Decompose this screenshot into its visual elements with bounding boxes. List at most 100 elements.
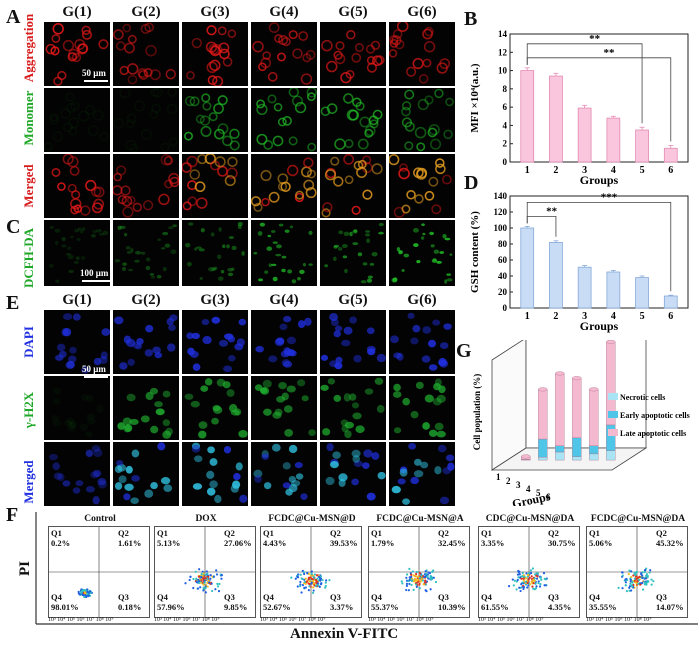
flow-q3-6: Q3 14.07% [656,592,684,612]
legend-label: Early apoptotic cells [620,411,690,420]
significance-bracket [526,202,672,292]
flow-q3-4: Q3 10.39% [438,592,466,612]
group-header-4: G(4) [269,292,299,308]
micro-tile-merged-e-g3 [182,442,248,506]
y-tick-label: 8 [503,84,508,94]
legend-label: Necrotic cells [620,393,665,402]
flow-q4-5: Q4 61.55% [481,592,509,612]
stack-5-1 [589,445,599,455]
stack-6-0 [606,450,616,461]
flow-title-4: FCDC@Cu-MSN@A [376,514,464,524]
micro-tile-dcfh-g2 [113,220,179,286]
flow-axis-ticks-2: 10³ 10⁴ 10⁵ 10⁶ 10⁷ 10⁸ 10⁹ [154,617,220,623]
row-label-monomer: Monomer [21,90,36,146]
x-tick-label: 4 [611,165,616,176]
micro-tile-h2x-g6 [389,376,455,440]
micro-tile-aggregation-g3 [182,22,248,86]
stack-2-2 [538,389,548,440]
scale-bar-c-line [82,280,110,282]
flow-q3-5: Q3 4.35% [548,592,572,612]
x-tick-label: 5 [536,488,541,498]
y-tick-label: 14 [498,29,508,39]
panel-letter-d: D [464,172,479,194]
scale-bar-a-line [84,80,108,82]
significance-bracket [526,43,643,124]
x-tick-label: 2 [553,311,558,322]
bar-3 [577,107,592,163]
bar-4 [606,271,621,309]
x-axis-label: Groups [580,319,619,333]
row-label-h2x: γ-H2X [21,391,36,429]
flow-axis-ticks-3: 10³ 10⁴ 10⁵ 10⁶ 10⁷ 10⁸ 10⁹ [260,617,326,623]
flow-title-5: CDC@Cu-MSN@DA [485,514,575,524]
flow-q1-6: Q1 5.06% [589,528,613,548]
micro-tile-dapi-g5 [320,310,386,374]
plot-frame [509,33,689,163]
x-tick-label: 1 [525,165,530,176]
group-header-1: G(1) [62,4,92,20]
stack-4-2 [572,377,582,438]
panel-letter-c: C [6,216,21,238]
flow-q4-2: Q4 57.96% [157,592,185,612]
bar-cap-4 [572,376,582,381]
significance-label: ** [604,47,616,59]
bar-2 [549,242,563,309]
x-tick-label: 3 [582,311,587,322]
stack-5-0 [589,453,599,461]
micro-tile-merged-e-g5 [320,442,386,506]
group-header-4: G(4) [269,4,299,20]
panel-letter-a: A [6,6,21,28]
flow-q2-1: Q2 1.61% [118,528,142,548]
micro-tile-h2x-g4 [251,376,317,440]
significance-label: ** [589,33,601,45]
micro-tile-merged-a-g5 [320,154,386,218]
flow-q4-4: Q4 55.37% [371,592,399,612]
flow-q2-4: Q2 32.45% [438,528,466,548]
micro-tile-aggregation-g1 [44,22,110,86]
flow-xlabel: Annexin V-FITC [290,626,399,642]
scale-bar-e-line [84,376,108,378]
flow-title-6: FCDC@Cu-MSN@DA [590,514,686,524]
x-tick-label: 2 [553,165,558,176]
legend-label: Late apoptotic cells [620,429,686,438]
legend-swatch [608,411,618,418]
group-header-5: G(5) [338,4,368,20]
flow-q2-3: Q2 39.53% [330,528,358,548]
y-tick-label: 6 [503,102,508,112]
y-tick-label: 120 [494,207,508,217]
y-axis-label: Cell population (%) [472,374,482,451]
y-tick-label: 12 [498,47,508,57]
bar-cap-5 [589,387,599,392]
panel-letter-f: F [6,504,19,526]
micro-tile-monomer-g4 [251,88,317,152]
flow-title-2: DOX [195,514,217,524]
bar-cap-6 [606,340,616,344]
chart-d-gsh: 0 20 40 60 80 100 120 140 1 2 3 4 5 6 Groups GSH conten… [469,191,689,333]
row-label-aggregation: Aggregation [21,13,36,83]
micro-tile-merged-e-g4 [251,442,317,506]
row-label-dcfh: DCFH-DA [21,228,36,288]
x-tick-label: 3 [516,480,521,490]
micro-tile-dcfh-g3 [182,220,248,286]
micro-tile-h2x-g1 [44,376,110,440]
micro-tile-merged-a-g4 [251,154,317,218]
x-tick-label: 5 [640,311,645,322]
flow-q4-3: Q4 52.67% [263,592,291,612]
bar-cap-2 [538,387,548,392]
stack-6-1 [606,424,616,451]
micro-tile-monomer-g2 [113,88,179,152]
bar-5 [635,277,649,309]
flow-q1-3: Q1 4.43% [263,528,287,548]
micro-tile-aggregation-g5 [320,22,386,86]
plot-frame [509,195,689,309]
flow-plot-2 [154,526,256,618]
legend-swatch [608,429,618,436]
x-tick-label: 4 [611,311,616,322]
x-tick-label: 3 [582,165,587,176]
y-tick-label: 0 [503,157,508,167]
flow-frame [35,512,698,625]
x-tick-label: 6 [546,492,551,502]
group-header-3: G(3) [200,4,230,20]
x-tick-label: 6 [668,311,673,322]
